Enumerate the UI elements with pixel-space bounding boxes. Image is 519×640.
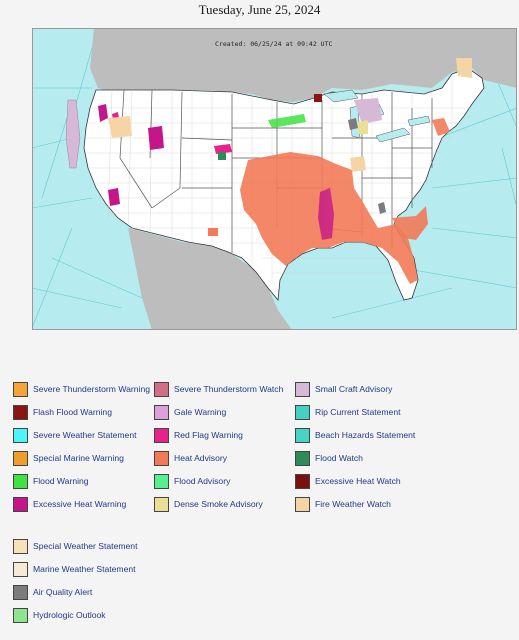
legend-item: Special Weather Statement [13, 538, 137, 554]
legend-label: Flood Watch [315, 453, 363, 463]
legend-label: Excessive Heat Watch [315, 476, 401, 486]
legend-label: Flash Flood Warning [33, 407, 112, 417]
legend-swatch [154, 473, 169, 489]
legend-item: Flood Advisory [154, 473, 230, 489]
legend-label: Fire Weather Watch [315, 499, 391, 509]
air-quality-alert-lakes [348, 118, 358, 130]
legend-swatch [295, 473, 310, 489]
legend-label: Severe Thunderstorm Warning [33, 384, 151, 394]
us-weather-alert-map[interactable] [32, 28, 517, 330]
legend-item: Marine Weather Statement [13, 561, 136, 577]
legend-label: Special Marine Warning [33, 453, 124, 463]
legend-swatch [13, 496, 28, 512]
legend-item: Rip Current Statement [295, 404, 401, 420]
canada-region [90, 28, 517, 102]
legend-label: Gale Warning [174, 407, 227, 417]
legend-label: Small Craft Advisory [315, 384, 393, 394]
legend-swatch [154, 450, 169, 466]
legend-swatch [13, 607, 28, 623]
legend-label: Severe Thunderstorm Watch [174, 384, 284, 394]
dense-smoke-advisory-area [358, 120, 368, 134]
flood-watch-area [218, 152, 226, 160]
legend-label: Dense Smoke Advisory [174, 499, 263, 509]
legend-item: Excessive Heat Warning [13, 496, 126, 512]
flood-warning-area [268, 114, 306, 128]
legend-swatch [13, 538, 28, 554]
excessive-heat-warning-area [318, 188, 334, 240]
heat-advisory-area-southwest [208, 228, 218, 236]
legend-item: Excessive Heat Watch [295, 473, 401, 489]
legend-item: Special Marine Warning [13, 450, 124, 466]
legend-swatch [154, 381, 169, 397]
legend-item: Heat Advisory [154, 450, 227, 466]
legend-label: Hydrologic Outlook [33, 610, 106, 620]
legend-item: Air Quality Alert [13, 584, 92, 600]
air-quality-alert-area [378, 202, 386, 214]
legend-swatch [295, 404, 310, 420]
legend-label: Red Flag Warning [174, 430, 243, 440]
legend-label: Beach Hazards Statement [315, 430, 416, 440]
red-flag-warning-area [214, 144, 232, 154]
excessive-heat-warning-utah [148, 126, 164, 150]
marine-zone-lines [32, 47, 517, 329]
excessive-heat-warning-west [98, 104, 108, 122]
legend-item: Flood Watch [295, 450, 363, 466]
legend-swatch [13, 427, 28, 443]
map-created-timestamp: Created: 06/25/24 at 09:42 UTC [215, 40, 333, 48]
page-title: Tuesday, June 25, 2024 [198, 2, 321, 17]
legend-swatch [295, 427, 310, 443]
legend-swatch [13, 450, 28, 466]
legend-item: Severe Weather Statement [13, 427, 137, 443]
legend-item: Red Flag Warning [154, 427, 243, 443]
legend-swatch [13, 561, 28, 577]
legend-swatch [295, 381, 310, 397]
map-border [32, 28, 517, 330]
legend-item: Dense Smoke Advisory [154, 496, 263, 512]
legend-item: Gale Warning [154, 404, 226, 420]
heat-advisory-area-northeast [432, 118, 450, 136]
small-craft-advisory-west-coast [65, 99, 81, 169]
legend-item: Flood Warning [13, 473, 89, 489]
legend-swatch [154, 427, 169, 443]
legend-item: Beach Hazards Statement [295, 427, 415, 443]
legend-label: Severe Weather Statement [33, 430, 137, 440]
legend-swatch [154, 496, 169, 512]
legend-label: Excessive Heat Warning [33, 499, 127, 509]
legend-swatch [13, 404, 28, 420]
legend-item: Fire Weather Watch [295, 496, 391, 512]
legend-label: Special Weather Statement [33, 541, 138, 551]
legend-swatch [13, 584, 28, 600]
legend-swatch [295, 450, 310, 466]
legend-swatch [13, 381, 28, 397]
legend-label: Air Quality Alert [33, 587, 93, 597]
legend-label: Flood Warning [33, 476, 89, 486]
legend-swatch [295, 496, 310, 512]
heat-advisory-area-east [392, 206, 428, 240]
legend-item: Severe Thunderstorm Warning [13, 381, 150, 397]
fire-weather-watch-maine [456, 58, 472, 78]
legend-item: Hydrologic Outlook [13, 607, 106, 623]
legend-item: Flash Flood Warning [13, 404, 112, 420]
legend-item: Severe Thunderstorm Watch [154, 381, 283, 397]
small-craft-advisory-lakes [354, 98, 382, 124]
fire-weather-watch-area [108, 116, 132, 138]
flash-flood-warning-area [314, 94, 322, 102]
legend-swatch [154, 404, 169, 420]
legend-swatch [13, 473, 28, 489]
legend-label: Rip Current Statement [315, 407, 401, 417]
excessive-heat-warning-southwest [108, 188, 120, 206]
mexico-region [128, 228, 292, 330]
legend-label: Flood Advisory [174, 476, 231, 486]
fire-weather-watch-ohio [350, 156, 366, 172]
legend-item: Small Craft Advisory [295, 381, 392, 397]
legend-label: Marine Weather Statement [33, 564, 136, 574]
legend-label: Heat Advisory [174, 453, 228, 463]
